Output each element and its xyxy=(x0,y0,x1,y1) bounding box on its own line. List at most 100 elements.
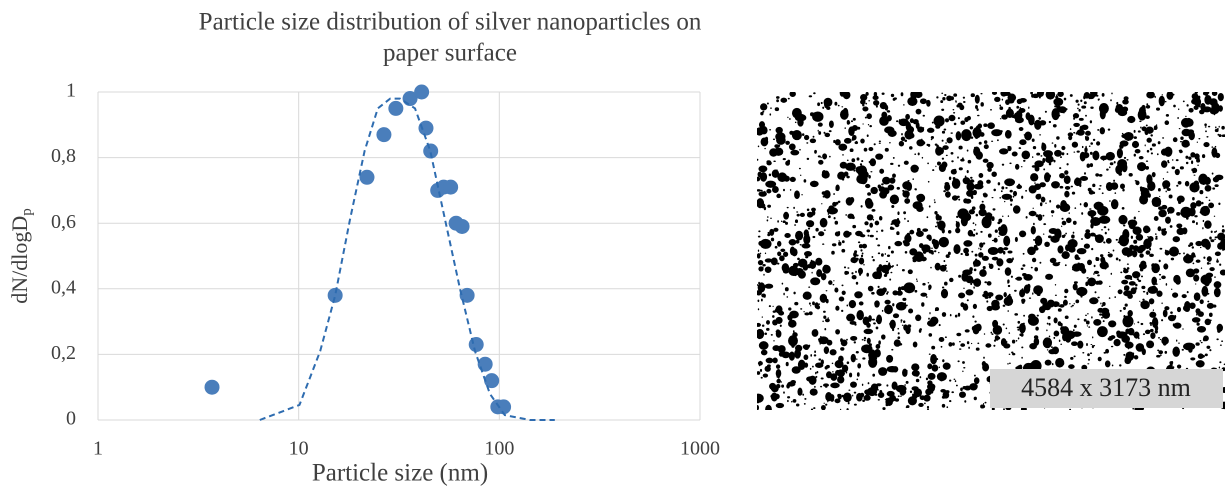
particle xyxy=(846,338,848,341)
particle xyxy=(1127,347,1130,350)
particle xyxy=(964,175,967,178)
particle xyxy=(1172,348,1176,351)
particle xyxy=(974,134,979,139)
particle xyxy=(832,284,835,286)
particle xyxy=(1151,276,1157,286)
particle xyxy=(1059,203,1071,212)
particle xyxy=(1045,202,1047,204)
particle xyxy=(795,403,800,407)
particle xyxy=(1178,108,1180,111)
particle xyxy=(889,322,891,325)
particle xyxy=(939,147,944,155)
particle xyxy=(1119,140,1129,147)
particle xyxy=(928,249,934,254)
particle xyxy=(802,133,805,136)
particle xyxy=(769,148,778,157)
particle xyxy=(963,287,965,290)
particle xyxy=(877,244,881,247)
particle xyxy=(963,198,968,204)
particle xyxy=(941,157,945,160)
particle xyxy=(1111,92,1113,95)
particle xyxy=(926,143,930,147)
data-point xyxy=(484,373,500,389)
particle xyxy=(1033,335,1039,340)
particle xyxy=(919,98,927,105)
particle xyxy=(986,179,991,184)
particle xyxy=(783,269,789,274)
particle xyxy=(880,253,884,257)
particle xyxy=(799,243,802,246)
particle xyxy=(864,221,869,226)
particle xyxy=(1192,220,1195,224)
particle xyxy=(1167,212,1170,214)
particle xyxy=(946,137,953,144)
particle xyxy=(981,216,992,229)
particle xyxy=(1189,302,1196,309)
particle xyxy=(1090,142,1094,145)
particle xyxy=(1002,224,1005,228)
particle xyxy=(794,224,797,226)
particle xyxy=(1163,186,1166,190)
particle xyxy=(1203,142,1210,148)
particle xyxy=(1048,322,1051,326)
particle xyxy=(1146,103,1149,106)
particle xyxy=(815,257,823,266)
particle xyxy=(1077,318,1080,321)
particle xyxy=(851,216,855,220)
particle xyxy=(811,207,816,212)
particle xyxy=(1076,129,1085,136)
particle xyxy=(855,281,859,285)
particle xyxy=(837,104,840,107)
particle xyxy=(1184,118,1194,127)
particle xyxy=(860,93,868,101)
particle xyxy=(757,284,758,286)
particle xyxy=(1204,126,1207,128)
data-point xyxy=(423,143,439,159)
particle xyxy=(929,312,931,315)
particle xyxy=(1193,318,1196,320)
particle xyxy=(958,145,963,150)
particle xyxy=(1207,92,1210,94)
particle xyxy=(959,340,961,343)
particle xyxy=(1118,173,1121,176)
particle xyxy=(1054,304,1057,308)
particle xyxy=(1175,278,1181,285)
particle xyxy=(986,161,994,169)
particle xyxy=(785,140,790,145)
particle xyxy=(916,280,918,282)
particle xyxy=(1043,223,1047,226)
particle xyxy=(1093,264,1096,268)
particle xyxy=(1093,345,1096,347)
particle xyxy=(1056,136,1060,140)
particle xyxy=(905,380,909,384)
particle xyxy=(811,210,816,216)
particle xyxy=(1071,263,1081,272)
particle xyxy=(939,264,947,272)
particle xyxy=(1154,329,1158,334)
particle xyxy=(916,205,924,212)
particle xyxy=(1116,148,1123,159)
particle xyxy=(1004,129,1012,139)
particle xyxy=(860,249,863,252)
particle xyxy=(1188,244,1191,248)
particle xyxy=(938,336,945,343)
particle xyxy=(762,373,769,378)
particle xyxy=(855,166,865,173)
particle xyxy=(757,198,765,209)
particle xyxy=(974,374,976,377)
particle xyxy=(970,136,974,139)
particle xyxy=(775,402,785,409)
particle xyxy=(862,357,866,360)
particle xyxy=(1036,314,1039,317)
particle xyxy=(757,371,761,375)
particle xyxy=(933,250,937,253)
particle xyxy=(897,211,900,216)
particle xyxy=(944,264,947,267)
particle xyxy=(1153,215,1159,222)
particle xyxy=(978,247,980,250)
particle xyxy=(1073,332,1075,335)
particle xyxy=(998,235,1000,238)
particle xyxy=(1191,317,1201,323)
particle xyxy=(764,332,768,336)
particle xyxy=(1075,282,1078,284)
